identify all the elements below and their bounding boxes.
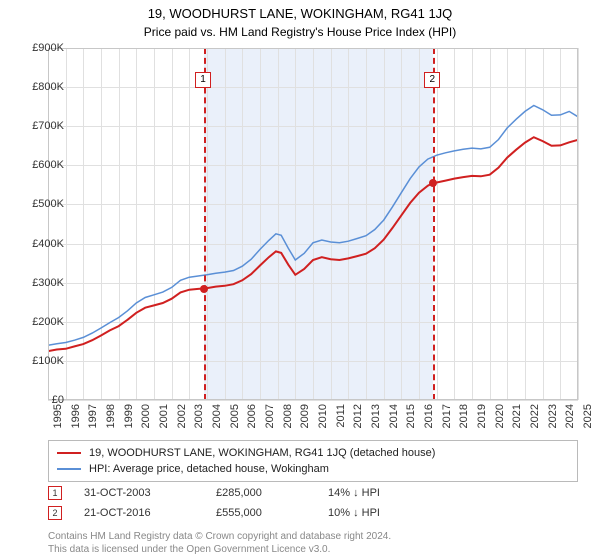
x-tick-label: 2011 [335, 404, 347, 428]
x-tick-label: 2012 [352, 404, 364, 428]
x-tick-label: 2003 [193, 404, 205, 428]
y-tick-label: £800K [20, 81, 64, 93]
x-tick-label: 2020 [494, 404, 506, 428]
marker-dash-line [204, 48, 206, 400]
x-tick-label: 2005 [229, 404, 241, 428]
sale-marker-icon: 2 [48, 506, 62, 520]
footer-line: This data is licensed under the Open Gov… [48, 543, 578, 556]
x-tick-label: 1996 [70, 404, 82, 428]
x-tick-label: 1998 [105, 404, 117, 428]
x-tick-label: 2006 [246, 404, 258, 428]
sale-marker-icon: 1 [48, 486, 62, 500]
y-tick-label: £200K [20, 316, 64, 328]
footer-attribution: Contains HM Land Registry data © Crown c… [48, 530, 578, 556]
x-tick-label: 1995 [52, 404, 64, 428]
legend-row: HPI: Average price, detached house, Woki… [57, 461, 569, 477]
sale-hpi-delta: 10% ↓ HPI [328, 507, 380, 519]
y-tick-label: £100K [20, 355, 64, 367]
sale-date: 21-OCT-2016 [84, 507, 194, 519]
sale-record-row: 1 31-OCT-2003 £285,000 14% ↓ HPI [48, 486, 578, 500]
x-tick-label: 2016 [423, 404, 435, 428]
legend-swatch [57, 452, 81, 454]
chart-plot-area: 12 [48, 48, 578, 400]
chart-title: 19, WOODHURST LANE, WOKINGHAM, RG41 1JQ [0, 6, 600, 21]
sale-hpi-delta: 14% ↓ HPI [328, 487, 380, 499]
x-tick-label: 2002 [176, 404, 188, 428]
marker-number-box: 2 [424, 72, 440, 88]
x-tick-label: 2021 [511, 404, 523, 428]
x-tick-label: 2001 [158, 404, 170, 428]
x-tick-label: 2000 [140, 404, 152, 428]
x-tick-label: 2015 [405, 404, 417, 428]
x-tick-label: 2017 [441, 404, 453, 428]
sale-date: 31-OCT-2003 [84, 487, 194, 499]
y-tick-label: £300K [20, 277, 64, 289]
x-tick-label: 2008 [282, 404, 294, 428]
title-block: 19, WOODHURST LANE, WOKINGHAM, RG41 1JQ … [0, 0, 600, 39]
x-tick-label: 2019 [476, 404, 488, 428]
y-tick-label: £500K [20, 198, 64, 210]
legend-label: 19, WOODHURST LANE, WOKINGHAM, RG41 1JQ … [89, 447, 435, 459]
x-tick-label: 2007 [264, 404, 276, 428]
y-tick-label: £900K [20, 42, 64, 54]
sale-price: £285,000 [216, 487, 306, 499]
x-tick-label: 1997 [87, 404, 99, 428]
x-tick-label: 2022 [529, 404, 541, 428]
legend-row: 19, WOODHURST LANE, WOKINGHAM, RG41 1JQ … [57, 445, 569, 461]
y-tick-label: £600K [20, 159, 64, 171]
chart-lines-svg [48, 48, 578, 400]
chart-series-line [48, 106, 578, 346]
marker-dot-icon [200, 285, 208, 293]
x-tick-label: 2010 [317, 404, 329, 428]
legend-label: HPI: Average price, detached house, Woki… [89, 463, 329, 475]
x-tick-label: 2013 [370, 404, 382, 428]
footer-line: Contains HM Land Registry data © Crown c… [48, 530, 578, 543]
x-tick-label: 2014 [388, 404, 400, 428]
sale-record-row: 2 21-OCT-2016 £555,000 10% ↓ HPI [48, 506, 578, 520]
x-tick-label: 2023 [547, 404, 559, 428]
sale-price: £555,000 [216, 507, 306, 519]
x-tick-label: 2018 [458, 404, 470, 428]
marker-dash-line [433, 48, 435, 400]
legend-box: 19, WOODHURST LANE, WOKINGHAM, RG41 1JQ … [48, 440, 578, 482]
legend-swatch [57, 468, 81, 470]
chart-series-line [48, 137, 578, 351]
y-tick-label: £700K [20, 120, 64, 132]
chart-container: 19, WOODHURST LANE, WOKINGHAM, RG41 1JQ … [0, 0, 600, 560]
x-tick-label: 2009 [299, 404, 311, 428]
chart-subtitle: Price paid vs. HM Land Registry's House … [0, 25, 600, 39]
marker-dot-icon [429, 179, 437, 187]
x-tick-label: 1999 [123, 404, 135, 428]
marker-number-box: 1 [195, 72, 211, 88]
x-tick-label: 2025 [582, 404, 594, 428]
x-tick-label: 2004 [211, 404, 223, 428]
x-tick-label: 2024 [564, 404, 576, 428]
y-tick-label: £400K [20, 238, 64, 250]
